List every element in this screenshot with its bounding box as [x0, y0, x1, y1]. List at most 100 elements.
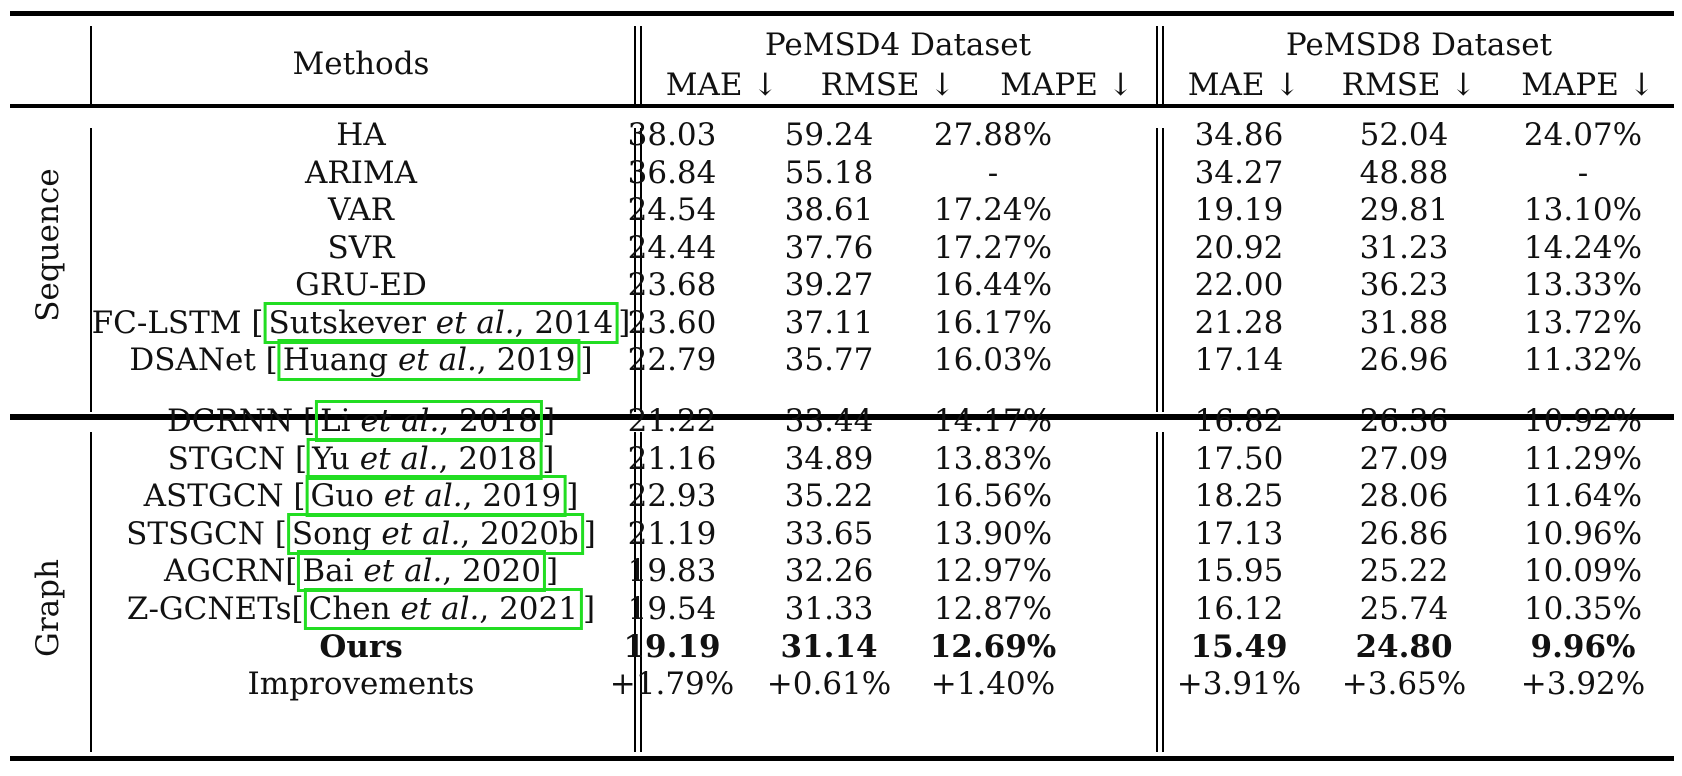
value-cell: 28.06 — [1359, 478, 1449, 515]
value-cell: +1.79% — [609, 666, 735, 703]
value-cell: 16.44% — [933, 267, 1053, 303]
value-cell: 17.27% — [933, 229, 1053, 266]
double-line-left-b — [640, 432, 642, 752]
citation-author: Huang — [282, 342, 398, 378]
citation-author: Yu — [312, 440, 360, 477]
citation-etal: et al. — [397, 342, 477, 378]
value-cell: 11.32% — [1523, 342, 1643, 378]
citation-etal: et al. — [435, 304, 515, 341]
value-cell: 16.56% — [933, 478, 1053, 515]
value-cell: 22.93 — [627, 478, 717, 515]
value-cell: 27.88% — [933, 117, 1053, 153]
citation-link[interactable]: Yu et al., 2018 — [307, 437, 543, 480]
metric-header: MAE ↓ — [1187, 67, 1301, 103]
value-cell: 25.22 — [1359, 553, 1449, 590]
dataset-header-pemsd8: PeMSD8 Dataset — [1285, 27, 1553, 63]
citation-link[interactable]: Bai et al., 2020 — [297, 550, 546, 593]
double-line-left-b — [640, 128, 642, 412]
value-cell: 17.13 — [1194, 515, 1284, 552]
method-cell: Improvements — [248, 667, 475, 701]
citation-author: Sutskever — [268, 304, 436, 341]
header-rule — [10, 104, 1674, 108]
citation-link[interactable]: Huang et al., 2019 — [277, 339, 581, 381]
value-cell: 12.87% — [933, 591, 1053, 627]
bottom-rule — [10, 756, 1674, 761]
dataset-header-pemsd4: PeMSD4 Dataset — [764, 27, 1032, 63]
citation-year: , 2018 — [438, 440, 538, 477]
group-rule — [10, 414, 1674, 420]
double-line-right-b — [1162, 432, 1164, 752]
value-cell: 10.35% — [1523, 591, 1643, 627]
citation-link[interactable]: Sutskever et al., 2014 — [263, 301, 619, 344]
method-cell: Z-GCNETs[Chen et al., 2021] — [126, 588, 595, 630]
citation-close: ] — [566, 478, 579, 515]
value-cell: 34.86 — [1194, 117, 1284, 153]
value-cell: 9.96% — [1530, 628, 1636, 665]
citation-year: , 2020b — [460, 515, 579, 552]
value-cell: 26.86 — [1359, 515, 1449, 552]
metric-header: MAPE ↓ — [1000, 67, 1134, 103]
method-cell: HA — [336, 118, 385, 152]
group-label-sequence: Sequence — [30, 168, 66, 322]
citation-close: ] — [583, 515, 596, 552]
method-cell: DCRNN [Li et al., 2018] — [167, 400, 555, 442]
value-cell: 52.04 — [1359, 117, 1449, 153]
value-cell: 31.23 — [1359, 229, 1449, 266]
value-cell: 31.88 — [1359, 304, 1449, 341]
citation-close: ] — [580, 342, 593, 378]
value-cell: 22.79 — [627, 342, 717, 378]
double-line-left-a — [634, 26, 636, 104]
value-cell: 11.64% — [1523, 478, 1643, 515]
citation-year: , 2019 — [462, 478, 562, 515]
double-line-left-b — [640, 26, 642, 104]
citation-author: Li — [320, 403, 361, 439]
value-cell: 19.83 — [627, 553, 717, 590]
method-cell: DSANet [Huang et al., 2019] — [129, 339, 593, 381]
method-cell: AGCRN[Bai et al., 2020] — [164, 550, 558, 593]
method-name: STSGCN [ — [126, 515, 287, 552]
citation-year: , 2019 — [476, 342, 576, 378]
group-separator-line — [90, 128, 92, 412]
citation-link[interactable]: Chen et al., 2021 — [303, 588, 583, 630]
value-cell: +3.65% — [1341, 666, 1467, 703]
method-name: FC-LSTM [ — [91, 304, 264, 341]
method-name: Z-GCNETs[ — [126, 591, 304, 627]
citation-link[interactable]: Song et al., 2020b — [286, 512, 584, 555]
value-cell: 23.60 — [627, 304, 717, 341]
value-cell: - — [1577, 154, 1589, 191]
value-cell: 29.81 — [1359, 192, 1449, 228]
value-cell: 12.97% — [933, 553, 1053, 590]
value-cell: 34.27 — [1194, 154, 1284, 191]
double-line-right-a — [1156, 128, 1158, 412]
citation-link[interactable]: Li et al., 2018 — [315, 400, 543, 442]
value-cell: 31.33 — [784, 591, 874, 627]
method-name: Ours — [319, 628, 403, 665]
value-cell: +1.40% — [930, 666, 1056, 703]
value-cell: 33.65 — [784, 515, 874, 552]
value-cell: 22.00 — [1194, 267, 1284, 303]
citation-etal: et al. — [400, 591, 480, 627]
method-cell: SVR — [328, 231, 395, 265]
top-rule — [10, 11, 1674, 16]
method-name: HA — [336, 117, 386, 153]
citation-year: , 2014 — [514, 304, 614, 341]
value-cell: 17.14 — [1194, 342, 1284, 378]
metric-header: RMSE ↓ — [820, 67, 956, 103]
value-cell: 19.19 — [623, 628, 721, 665]
citation-link[interactable]: Guo et al., 2019 — [305, 475, 567, 518]
value-cell: 16.17% — [933, 304, 1053, 341]
value-cell: 20.92 — [1194, 229, 1284, 266]
value-cell: 23.68 — [627, 267, 717, 303]
method-cell: STGCN [Yu et al., 2018] — [168, 437, 554, 480]
citation-etal: et al. — [359, 440, 439, 477]
metric-header: MAPE ↓ — [1521, 67, 1655, 103]
group-label-graph: Graph — [30, 559, 66, 657]
value-cell: 18.25 — [1194, 478, 1284, 515]
method-cell: FC-LSTM [Sutskever et al., 2014] — [91, 301, 630, 344]
citation-etal: et al. — [363, 553, 443, 590]
value-cell: 39.27 — [784, 267, 874, 303]
value-cell: 13.83% — [933, 440, 1053, 477]
value-cell: 37.76 — [784, 229, 874, 266]
value-cell: 16.82 — [1194, 403, 1284, 439]
value-cell: 24.54 — [627, 192, 717, 228]
